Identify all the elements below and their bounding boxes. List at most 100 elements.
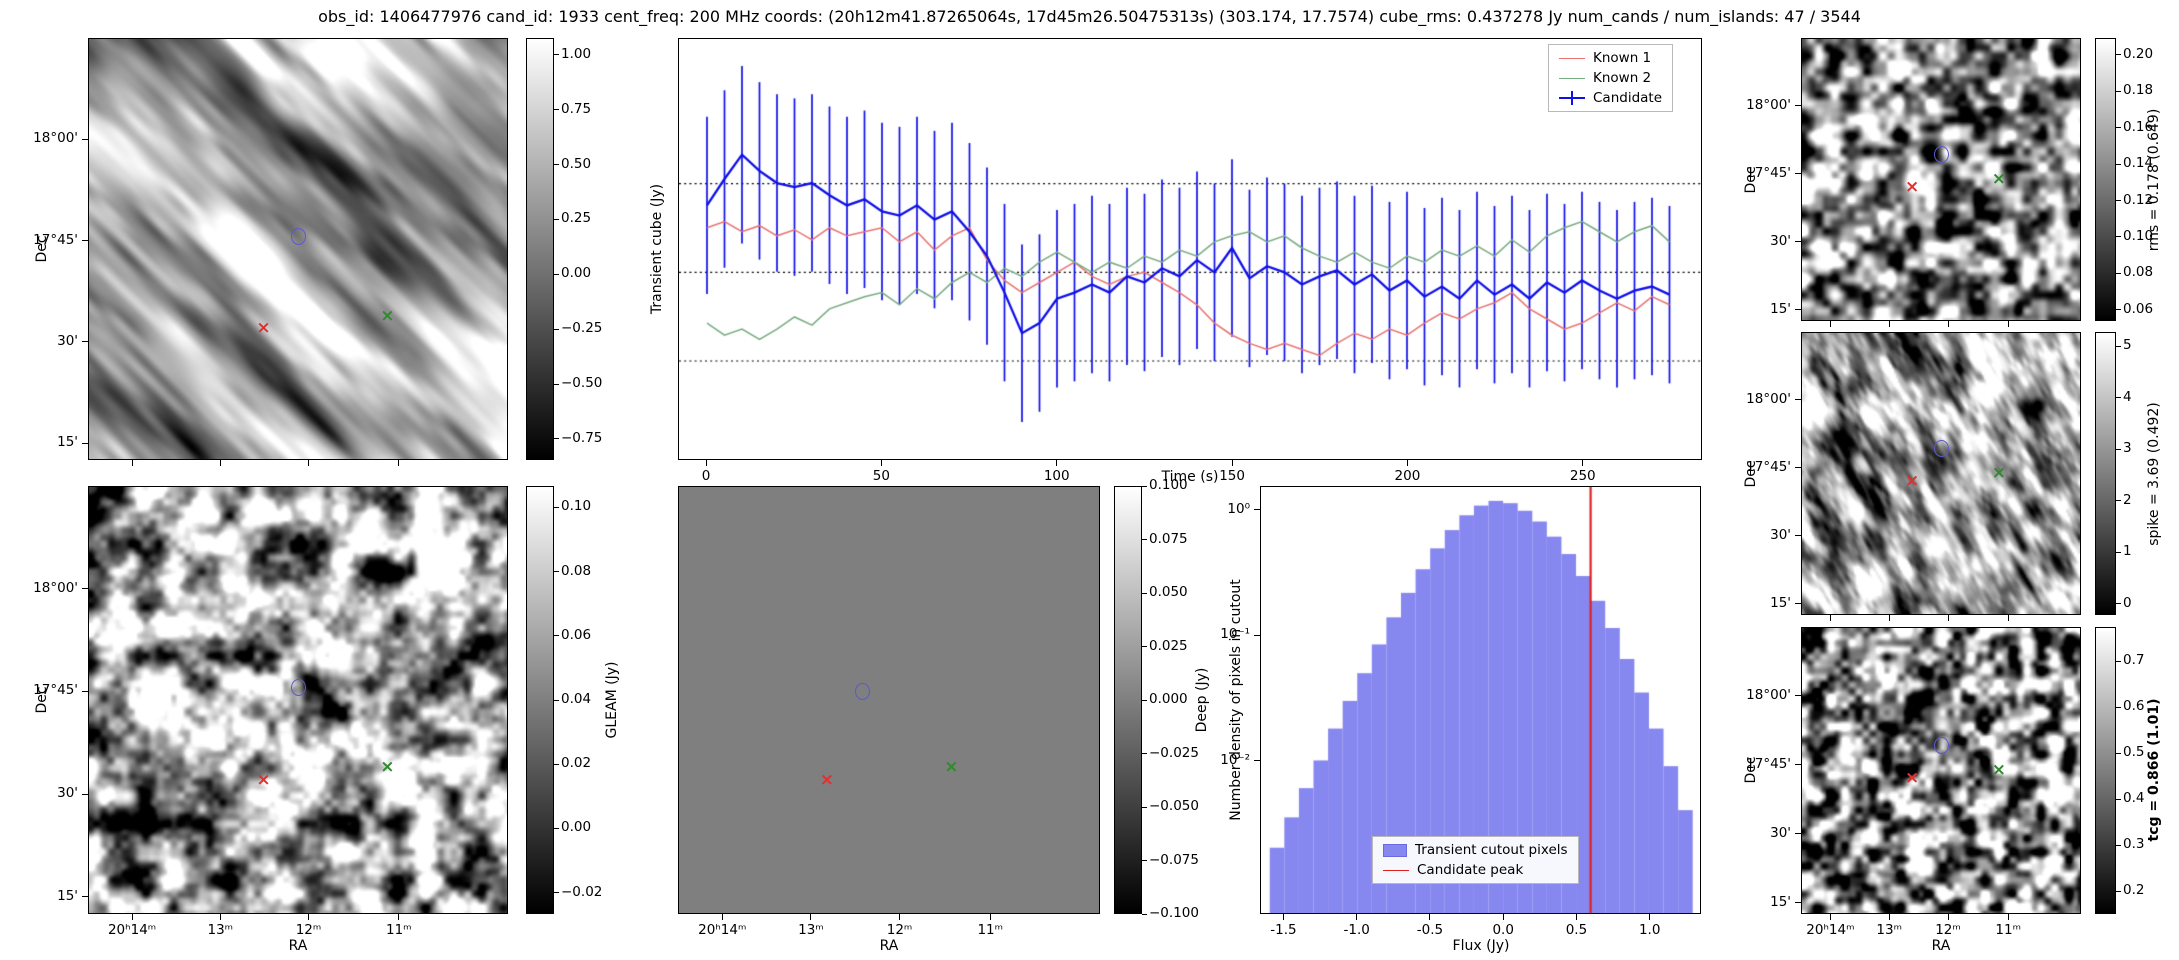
- known1-marker: ×: [819, 770, 835, 791]
- tick-mark: [2116, 500, 2121, 502]
- time-tick-label: 200: [1394, 468, 1421, 484]
- time-tick-label: 150: [1219, 468, 1245, 484]
- tick-mark: [2116, 890, 2121, 892]
- colorbar-tick-label: 0.04: [561, 691, 592, 707]
- density-tick-label: 10⁰: [1227, 500, 1250, 517]
- colorbar-tick-label: 0.75: [561, 100, 592, 117]
- tick-mark: [1142, 539, 1147, 540]
- known1-marker: ×: [1905, 470, 1920, 491]
- tick-mark: [1795, 241, 1801, 243]
- candidate-marker: [291, 679, 306, 697]
- lightcurve-canvas: [679, 39, 1701, 459]
- flux-tick-label: 1.0: [1638, 922, 1661, 938]
- rms-colorbar: [2095, 38, 2116, 321]
- tick-mark: [2116, 448, 2121, 450]
- tick-mark: [554, 328, 559, 330]
- tick-mark: [2116, 706, 2121, 708]
- tick-mark: [705, 460, 707, 466]
- histogram-legend: Transient cutout pixels Candidate peak: [1372, 836, 1579, 884]
- colorbar-tick-label: −0.025: [1149, 744, 1199, 761]
- tick-mark: [810, 914, 812, 920]
- tick-mark: [2116, 798, 2121, 800]
- tick-mark: [2116, 90, 2121, 92]
- flux-tick-label: -1.0: [1343, 922, 1370, 938]
- colorbar-tick-label: 0.4: [2123, 790, 2145, 807]
- tick-mark: [82, 588, 88, 590]
- colorbar-tick-label: 0.000: [1149, 691, 1188, 707]
- known2-marker: ×: [380, 757, 395, 778]
- known1-marker: ×: [256, 770, 271, 791]
- colorbar-tick-label: 0.7: [2123, 652, 2145, 669]
- lightcurve-legend: Known 1 Known 2 Candidate: [1548, 44, 1674, 112]
- tick-mark: [1795, 535, 1801, 537]
- tick-mark: [2007, 615, 2009, 621]
- tick-mark: [82, 341, 88, 343]
- histogram-patch-swatch: [1383, 843, 1407, 857]
- dec-tick-label: 18°00': [1746, 686, 1791, 703]
- tick-mark: [2116, 127, 2121, 129]
- dec-tick-label: 18°00': [1746, 96, 1791, 113]
- spike-cutout-image: [1801, 332, 2081, 615]
- dec-tick-label: 15': [1770, 594, 1791, 611]
- tcg-cutout-image: [1801, 627, 2081, 914]
- tick-mark: [1142, 913, 1147, 915]
- tick-mark: [554, 635, 559, 637]
- dec-tick-label: 30': [57, 785, 78, 802]
- tick-mark: [2116, 272, 2121, 274]
- colorbar-tick-label: 3: [2123, 440, 2132, 457]
- colorbar-tick-label: 1: [2123, 543, 2132, 560]
- tick-mark: [1947, 321, 1949, 327]
- tick-mark: [1282, 914, 1284, 920]
- tick-mark: [2007, 914, 2009, 920]
- tick-mark: [1056, 460, 1058, 466]
- histogram-x-axis-label: Flux (Jy): [1452, 938, 1510, 954]
- tick-mark: [1795, 902, 1801, 904]
- colorbar-tick-label: −0.50: [561, 375, 603, 392]
- tick-mark: [1254, 760, 1260, 762]
- colorbar-tick-label: 0.6: [2123, 698, 2145, 715]
- tick-mark: [1829, 914, 1831, 920]
- dec-tick-label: 15': [1770, 300, 1791, 317]
- tick-mark: [1582, 460, 1584, 466]
- lightcurve-plot: [678, 38, 1702, 460]
- tick-mark: [1795, 105, 1801, 107]
- tick-mark: [554, 438, 559, 440]
- tick-mark: [554, 109, 559, 111]
- transient-cutout-image: [88, 38, 508, 460]
- dec-tick-label: 30': [1770, 232, 1791, 249]
- colorbar-tick-label: −0.02: [561, 883, 603, 900]
- spike-colorbar: [2095, 332, 2116, 615]
- figure-title: obs_id: 1406477976 cand_id: 1933 cent_fr…: [318, 7, 1861, 26]
- colorbar-tick-label: 0.100: [1149, 477, 1188, 493]
- colorbar-tick-label: 0.20: [2123, 45, 2154, 62]
- legend-label: Known 1: [1593, 50, 1652, 66]
- tick-mark: [1829, 321, 1831, 327]
- spike-colorbar-label: spike = 3.69 (0.492): [2146, 402, 2162, 546]
- gleam-cutout-canvas: [89, 487, 507, 913]
- colorbar-tick-label: 0.00: [561, 819, 592, 836]
- tick-mark: [554, 164, 559, 166]
- dec-tick-label: 15': [57, 434, 78, 451]
- tick-mark: [1795, 603, 1801, 605]
- gleam-colorbar: [526, 486, 554, 914]
- ra-axis-label: RA: [1931, 938, 1951, 954]
- tick-mark: [721, 914, 723, 920]
- dec-tick-label: 30': [1770, 526, 1791, 543]
- colorbar-tick-label: 0: [2123, 594, 2132, 611]
- tick-mark: [1142, 592, 1147, 594]
- legend-entry-known1: Known 1: [1559, 50, 1662, 66]
- tick-mark: [2116, 752, 2121, 754]
- tick-mark: [1142, 806, 1147, 808]
- flux-histogram-plot: [1260, 486, 1701, 914]
- tick-mark: [2116, 200, 2121, 202]
- tick-mark: [2116, 660, 2121, 662]
- tick-mark: [1829, 615, 1831, 621]
- dec-tick-label: 15': [57, 887, 78, 904]
- tcg-colorbar-label: tcg = 0.866 (1.01): [2146, 698, 2162, 842]
- legend-label: Known 2: [1593, 70, 1652, 86]
- tick-mark: [1888, 321, 1890, 327]
- tick-mark: [1142, 485, 1147, 487]
- dec-tick-label: 17°45': [33, 231, 78, 248]
- candidate-marker: [854, 683, 870, 701]
- tick-mark: [1795, 695, 1801, 697]
